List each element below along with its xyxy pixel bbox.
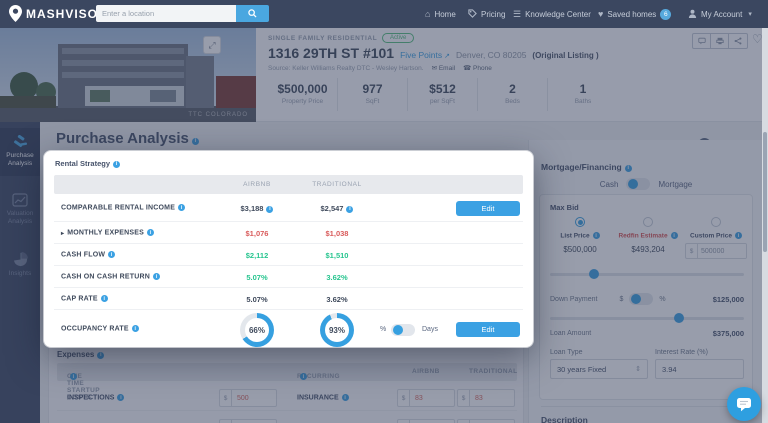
nav-knowledge-center[interactable]: ☰ Knowledge Center (513, 8, 591, 19)
info-icon[interactable] (113, 160, 121, 168)
top-navbar: MASHVISOR ⌂ Home Pricing ☰ Knowledge Cen… (0, 0, 768, 28)
row-cap-rate: CAP RATE 5.07% 3.62% (54, 288, 523, 310)
occupancy-donut-traditional: 93% (320, 313, 354, 347)
mashvisor-logo-icon (9, 5, 22, 27)
nav-home[interactable]: ⌂ Home (425, 8, 456, 19)
airbnb-column-header: AIRBNB (243, 181, 271, 188)
nav-pricing[interactable]: Pricing (468, 0, 505, 28)
rental-strategy-modal: Rental Strategy AIRBNB TRADITIONAL COMPA… (44, 151, 533, 347)
expand-row-toggle[interactable]: MONTHLY EXPENSES (61, 229, 154, 237)
search-button[interactable] (236, 5, 269, 22)
home-icon: ⌂ (425, 8, 431, 19)
heart-icon: ♥ (598, 8, 604, 19)
info-icon[interactable] (100, 295, 108, 302)
info-icon[interactable] (266, 205, 274, 213)
scrollbar-thumb[interactable] (763, 132, 767, 252)
row-cash-on-cash-return: CASH ON CASH RETURN 5.07% 3.62% (54, 266, 523, 288)
live-chat-button[interactable] (727, 387, 761, 421)
occupancy-donut-airbnb: 66% (240, 313, 274, 347)
info-icon[interactable] (108, 251, 116, 258)
percent-unit-label: % (380, 326, 387, 333)
traditional-column-header: TRADITIONAL (312, 181, 362, 188)
info-icon[interactable] (178, 204, 186, 211)
row-monthly-expenses: MONTHLY EXPENSES $1,076 $1,038 (54, 222, 523, 244)
page-scrollbar[interactable] (762, 28, 768, 423)
nav-my-account[interactable]: My Account (688, 0, 752, 28)
user-icon (688, 9, 697, 20)
percent-days-toggle[interactable] (391, 324, 415, 336)
price-tag-icon (468, 8, 477, 20)
search-icon (248, 6, 257, 21)
info-icon[interactable] (131, 325, 139, 332)
info-icon[interactable] (152, 273, 160, 280)
list-icon: ☰ (513, 8, 522, 19)
rental-strategy-header-row: AIRBNB TRADITIONAL (54, 175, 523, 194)
saved-homes-count-badge: 6 (660, 8, 672, 20)
brand-name[interactable]: MASHVISOR (26, 7, 108, 21)
info-icon[interactable] (146, 229, 154, 236)
row-comparable-rental-income: COMPARABLE RENTAL INCOME $3,188 $2,547 E… (54, 194, 523, 222)
row-occupancy-rate: OCCUPANCY RATE 66% 93% % Days Edit (54, 310, 523, 350)
toggle-knob (393, 325, 403, 335)
days-unit-label: Days (422, 326, 438, 333)
edit-rental-income-button[interactable]: Edit (456, 201, 520, 216)
location-search-input[interactable] (96, 5, 236, 22)
edit-occupancy-button[interactable]: Edit (456, 322, 520, 337)
info-icon[interactable] (346, 205, 354, 213)
row-cash-flow: CASH FLOW $2,112 $1,510 (54, 244, 523, 266)
chat-icon (737, 397, 751, 411)
rental-strategy-title: Rental Strategy (55, 159, 121, 168)
nav-saved-homes[interactable]: ♥ Saved homes 6 (598, 0, 672, 28)
